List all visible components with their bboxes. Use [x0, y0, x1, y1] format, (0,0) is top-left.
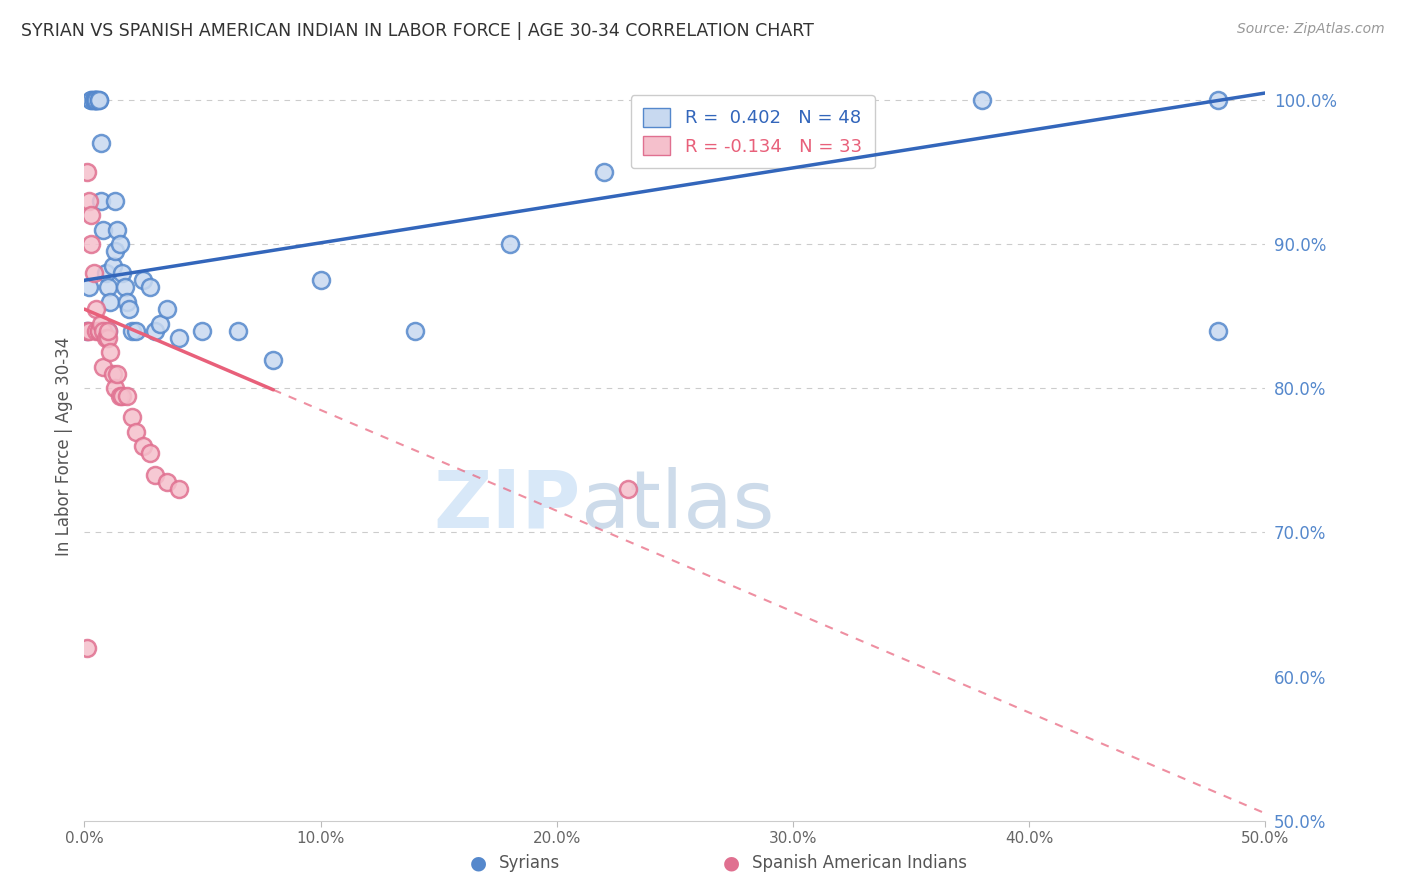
Point: [80, 93, 103, 107]
Point: [90, 317, 112, 331]
Point: [970, 93, 993, 107]
Point: [91, 359, 114, 374]
Text: ●: ●: [723, 854, 740, 872]
Point: [97, 324, 120, 338]
Point: [84, 93, 107, 107]
Point: [87, 324, 110, 338]
Point: [108, 237, 131, 252]
Point: [87, 324, 110, 338]
Point: [156, 302, 179, 317]
Point: [83, 93, 105, 107]
Point: [156, 475, 179, 489]
Point: [91, 324, 114, 338]
Point: [90, 194, 112, 208]
Point: [77, 194, 100, 208]
Point: [125, 425, 148, 439]
Point: [87, 93, 110, 107]
Point: [226, 324, 249, 338]
Text: ZIP: ZIP: [433, 467, 581, 545]
Point: [132, 439, 155, 453]
Text: Syrians: Syrians: [499, 855, 561, 872]
Point: [107, 367, 129, 381]
Text: ●: ●: [470, 854, 486, 872]
Point: [80, 93, 103, 107]
Point: [139, 280, 162, 294]
Point: [77, 280, 100, 294]
Point: [115, 294, 138, 309]
Point: [80, 209, 103, 223]
Point: [101, 259, 124, 273]
Point: [104, 381, 127, 395]
Point: [1206, 324, 1229, 338]
Point: [498, 237, 520, 252]
Point: [111, 388, 134, 402]
Point: [108, 388, 131, 402]
Point: [107, 223, 129, 237]
Point: [97, 280, 120, 294]
Point: [121, 410, 143, 425]
Text: Source: ZipAtlas.com: Source: ZipAtlas.com: [1237, 22, 1385, 37]
Point: [167, 482, 190, 496]
Point: [125, 324, 148, 338]
Point: [143, 467, 166, 482]
Point: [593, 165, 616, 179]
Point: [262, 352, 284, 367]
Point: [76, 324, 98, 338]
Point: [94, 324, 117, 338]
Point: [90, 136, 112, 151]
Point: [76, 640, 98, 655]
Legend: R =  0.402   N = 48, R = -0.134   N = 33: R = 0.402 N = 48, R = -0.134 N = 33: [631, 95, 875, 169]
Point: [77, 324, 100, 338]
Point: [98, 345, 121, 359]
Y-axis label: In Labor Force | Age 30-34: In Labor Force | Age 30-34: [55, 336, 73, 556]
Point: [80, 237, 103, 252]
Point: [167, 331, 190, 345]
Point: [191, 324, 214, 338]
Point: [76, 165, 98, 179]
Point: [84, 324, 107, 338]
Point: [94, 266, 117, 280]
Point: [139, 446, 162, 460]
Point: [76, 324, 98, 338]
Point: [149, 317, 172, 331]
Point: [132, 273, 155, 287]
Point: [309, 273, 332, 287]
Point: [84, 93, 107, 107]
Point: [782, 136, 804, 151]
Point: [104, 244, 127, 259]
Point: [94, 331, 117, 345]
Point: [84, 302, 107, 317]
Point: [121, 324, 143, 338]
Point: [404, 324, 426, 338]
Point: [114, 280, 136, 294]
Point: [1206, 93, 1229, 107]
Point: [97, 331, 120, 345]
Point: [616, 482, 638, 496]
Text: atlas: atlas: [581, 467, 775, 545]
Point: [143, 324, 166, 338]
Point: [83, 93, 105, 107]
Point: [84, 93, 107, 107]
Point: [118, 302, 141, 317]
Point: [83, 266, 105, 280]
Point: [101, 367, 124, 381]
Point: [87, 93, 110, 107]
Point: [115, 388, 138, 402]
Point: [111, 266, 134, 280]
Point: [98, 294, 121, 309]
Text: SYRIAN VS SPANISH AMERICAN INDIAN IN LABOR FORCE | AGE 30-34 CORRELATION CHART: SYRIAN VS SPANISH AMERICAN INDIAN IN LAB…: [21, 22, 814, 40]
Point: [104, 194, 127, 208]
Point: [84, 93, 107, 107]
Point: [91, 223, 114, 237]
Point: [97, 324, 120, 338]
Text: Spanish American Indians: Spanish American Indians: [752, 855, 967, 872]
